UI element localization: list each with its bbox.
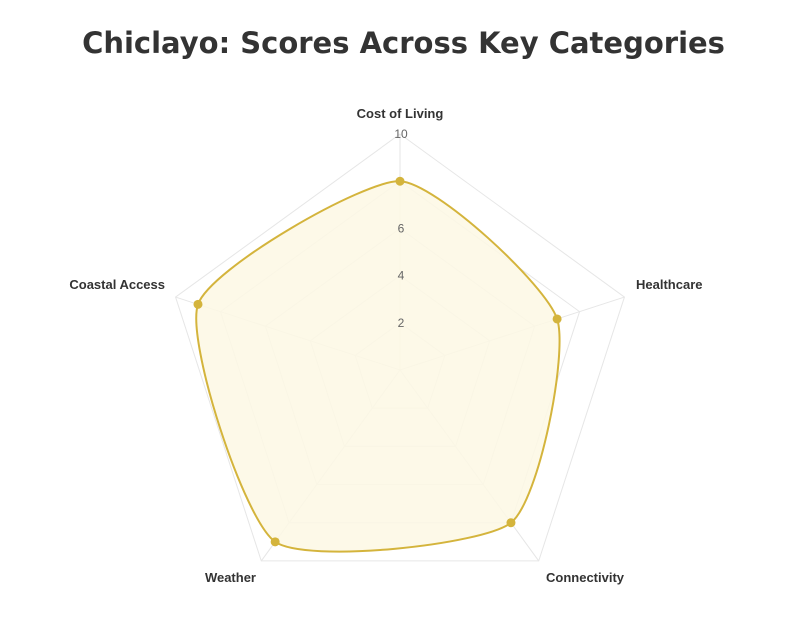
axis-label-connectivity: Connectivity — [546, 570, 625, 585]
axis-label-cost-of-living: Cost of Living — [357, 106, 444, 121]
series-area — [195, 180, 561, 553]
grid-ring — [174, 133, 626, 562]
tick-label: 6 — [398, 221, 405, 235]
axis-label-coastal-access: Coastal Access — [69, 277, 165, 292]
radar-series — [195, 180, 561, 553]
radar-points — [193, 176, 562, 547]
data-point-connectivity[interactable] — [506, 518, 516, 528]
tick-label: 4 — [398, 269, 405, 283]
data-point-healthcare[interactable] — [552, 314, 562, 324]
radar-axis-labels: Cost of Living Healthcare Connectivity Weat… — [69, 106, 702, 585]
radar-tick-labels: 2 4 6 10 — [394, 127, 408, 330]
data-point-cost-of-living[interactable] — [395, 176, 405, 186]
axis-label-healthcare: Healthcare — [636, 277, 702, 292]
tick-label: 10 — [394, 127, 408, 141]
chart-title: Chiclayo: Scores Across Key Categories — [82, 26, 725, 60]
tick-label: 2 — [398, 316, 405, 330]
data-point-coastal-access[interactable] — [193, 299, 203, 309]
data-point-weather[interactable] — [270, 537, 280, 547]
axis-label-weather: Weather — [205, 570, 256, 585]
